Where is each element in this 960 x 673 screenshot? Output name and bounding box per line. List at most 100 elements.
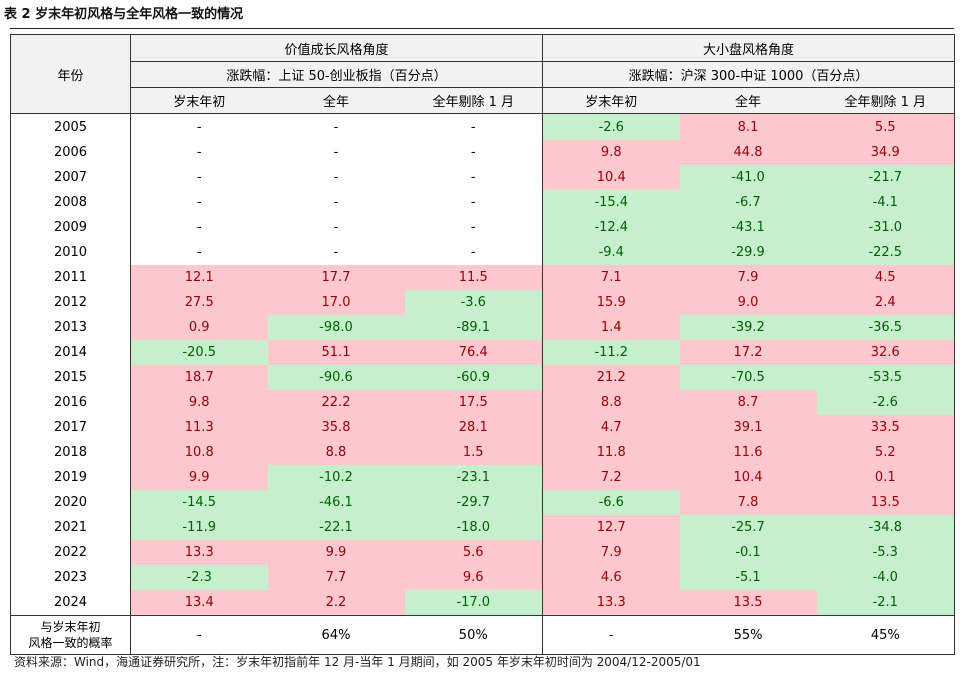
value-cell: -18.0 <box>404 515 544 540</box>
value-cell: -43.1 <box>679 215 817 240</box>
value-cell: -11.2 <box>542 340 680 365</box>
value-cell: 10.4 <box>542 165 680 190</box>
value-cell: - <box>267 113 405 140</box>
table-row: 2017 11.3 35.8 28.1 4.7 39.1 33.5 <box>10 415 956 440</box>
table-row: 2011 12.1 17.7 11.5 7.1 7.9 4.5 <box>10 265 956 290</box>
value-cell: - <box>267 140 405 165</box>
value-cell: - <box>404 240 544 265</box>
year-cell: 2020 <box>10 490 131 515</box>
value-cell: 11.8 <box>542 440 680 465</box>
value-cell: 12.7 <box>542 515 680 540</box>
table-row: 2014 -20.5 51.1 76.4 -11.2 17.2 32.6 <box>10 340 956 365</box>
value-cell: -12.4 <box>542 215 680 240</box>
year-cell: 2024 <box>10 590 131 616</box>
table-row: 2024 13.4 2.2 -17.0 13.3 13.5 -2.1 <box>10 590 956 616</box>
summary-value: - <box>130 615 268 655</box>
value-cell: -14.5 <box>130 490 268 515</box>
value-cell: 10.4 <box>679 465 817 490</box>
value-cell: - <box>267 190 405 215</box>
value-cell: 11.6 <box>679 440 817 465</box>
group-subheader-value-growth: 涨跌幅：上证 50-创业板指（百分点） <box>130 61 544 88</box>
value-cell: -4.0 <box>816 565 956 590</box>
table-row: 2009- - - -12.4 -43.1 -31.0 <box>10 215 956 240</box>
value-cell: 9.6 <box>404 565 544 590</box>
value-cell: 7.9 <box>542 540 680 565</box>
value-cell: -29.9 <box>679 240 817 265</box>
col-header-size-fullyear: 全年 <box>679 87 817 114</box>
year-cell: 2018 <box>10 440 131 465</box>
value-cell: 4.7 <box>542 415 680 440</box>
value-cell: - <box>130 240 268 265</box>
group-header-size: 大小盘风格角度 <box>542 34 956 62</box>
summary-value: 64% <box>267 615 405 655</box>
group-subheader-size: 涨跌幅：沪深 300-中证 1000（百分点） <box>542 61 956 88</box>
table-row: 2022 13.3 9.9 5.6 7.9 -0.1 -5.3 <box>10 540 956 565</box>
value-cell: - <box>404 113 544 140</box>
value-cell: -3.6 <box>404 290 544 315</box>
year-cell: 2009 <box>10 215 131 240</box>
summary-value: - <box>542 615 680 655</box>
table-row: 2016 9.8 22.2 17.5 8.8 8.7 -2.6 <box>10 390 956 415</box>
year-cell: 2008 <box>10 190 131 215</box>
summary-label: 与岁末年初 风格一致的概率 <box>10 615 131 655</box>
value-cell: -6.6 <box>542 490 680 515</box>
year-cell: 2006 <box>10 140 131 165</box>
value-cell: -0.1 <box>679 540 817 565</box>
col-header-vg-fullyear: 全年 <box>267 87 405 114</box>
table-row: 2020 -14.5 -46.1 -29.7 -6.6 7.8 13.5 <box>10 490 956 515</box>
value-cell: -98.0 <box>267 315 405 340</box>
title-divider <box>10 28 954 29</box>
table-row: 2015 18.7 -90.6 -60.9 21.2 -70.5 -53.5 <box>10 365 956 390</box>
value-cell: -60.9 <box>404 365 544 390</box>
summary-value: 55% <box>679 615 817 655</box>
year-cell: 2007 <box>10 165 131 190</box>
value-cell: -25.7 <box>679 515 817 540</box>
value-cell: 9.8 <box>130 390 268 415</box>
value-cell: 2.4 <box>816 290 956 315</box>
value-cell: 7.9 <box>679 265 817 290</box>
value-cell: - <box>267 215 405 240</box>
value-cell: -4.1 <box>816 190 956 215</box>
table-row: 2012 27.5 17.0 -3.6 15.9 9.0 2.4 <box>10 290 956 315</box>
value-cell: -36.5 <box>816 315 956 340</box>
value-cell: 22.2 <box>267 390 405 415</box>
style-consistency-table: 年份 价值成长风格角度 大小盘风格角度 涨跌幅：上证 50-创业板指（百分点） … <box>10 34 956 655</box>
value-cell: 39.1 <box>679 415 817 440</box>
year-cell: 2021 <box>10 515 131 540</box>
value-cell: 76.4 <box>404 340 544 365</box>
value-cell: 13.5 <box>816 490 956 515</box>
col-header-vg-exjan: 全年剔除 1 月 <box>404 87 544 114</box>
value-cell: 8.8 <box>542 390 680 415</box>
value-cell: -9.4 <box>542 240 680 265</box>
value-cell: 13.3 <box>542 590 680 616</box>
value-cell: 17.0 <box>267 290 405 315</box>
value-cell: -39.2 <box>679 315 817 340</box>
value-cell: -21.7 <box>816 165 956 190</box>
col-header-size-yearend: 岁末年初 <box>542 87 680 114</box>
source-footnote: 资料来源：Wind，海通证券研究所，注：岁末年初指前年 12 月-当年 1 月期… <box>14 655 701 669</box>
col-header-vg-yearend: 岁末年初 <box>130 87 268 114</box>
value-cell: -89.1 <box>404 315 544 340</box>
value-cell: -23.1 <box>404 465 544 490</box>
value-cell: - <box>130 113 268 140</box>
value-cell: -2.3 <box>130 565 268 590</box>
value-cell: -31.0 <box>816 215 956 240</box>
value-cell: 8.7 <box>679 390 817 415</box>
value-cell: 17.7 <box>267 265 405 290</box>
year-cell: 2023 <box>10 565 131 590</box>
table-row: 2018 10.8 8.8 1.5 11.8 11.6 5.2 <box>10 440 956 465</box>
table-row: 2019 9.9 -10.2 -23.1 7.2 10.4 0.1 <box>10 465 956 490</box>
value-cell: 13.3 <box>130 540 268 565</box>
value-cell: -20.5 <box>130 340 268 365</box>
table-body: 2005- - - -2.6 8.1 5.5 2006- - -9.8 44.8 34.9 2007-… <box>10 113 956 616</box>
value-cell: -90.6 <box>267 365 405 390</box>
value-cell: 9.9 <box>267 540 405 565</box>
value-cell: -22.1 <box>267 515 405 540</box>
year-cell: 2013 <box>10 315 131 340</box>
value-cell: 7.7 <box>267 565 405 590</box>
value-cell: 5.2 <box>816 440 956 465</box>
value-cell: 35.8 <box>267 415 405 440</box>
value-cell: 10.8 <box>130 440 268 465</box>
value-cell: -41.0 <box>679 165 817 190</box>
value-cell: 9.0 <box>679 290 817 315</box>
